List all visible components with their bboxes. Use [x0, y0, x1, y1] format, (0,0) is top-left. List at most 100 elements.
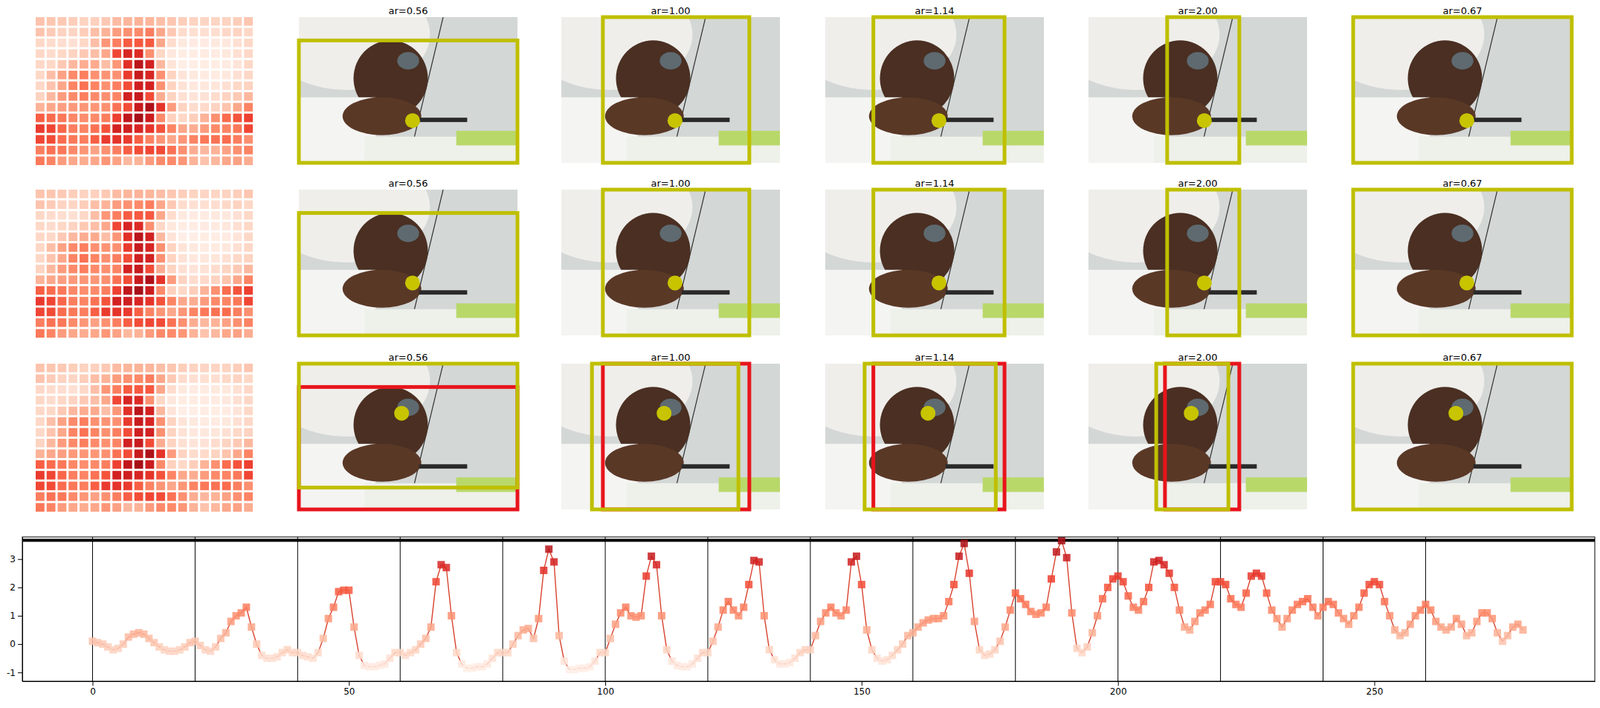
image-panel: ar=1.14: [790, 0, 1044, 163]
heatmap-cell: [156, 470, 166, 480]
heatmap-cell: [57, 135, 67, 145]
segment-divider: [92, 536, 93, 682]
heatmap-cell: [222, 286, 232, 296]
data-marker: [1401, 628, 1409, 637]
heatmap-cell: [144, 92, 154, 102]
heatmap-cell: [144, 113, 154, 123]
heatmap-cell: [156, 27, 166, 37]
heatmap-cell: [123, 232, 133, 242]
heatmap-cell: [90, 406, 100, 416]
heatmap-cell: [156, 492, 166, 502]
image-panel: ar=0.67: [1318, 0, 1572, 163]
heatmap-cell: [46, 307, 56, 317]
heatmap-cell: [222, 307, 232, 317]
heatmap-cell: [134, 17, 144, 27]
focus-point: [1197, 113, 1212, 128]
data-marker: [530, 634, 538, 642]
heatmap-cell: [79, 17, 89, 27]
data-marker: [1375, 580, 1383, 589]
heatmap-cell: [101, 92, 111, 102]
data-marker: [344, 586, 353, 595]
heatmap-cell: [178, 92, 188, 102]
heatmap-cell: [112, 135, 122, 145]
tick-label: -1: [6, 667, 16, 679]
heatmap-cell: [79, 318, 89, 328]
data-marker: [432, 577, 441, 586]
segment-divider: [297, 536, 299, 682]
heatmap-cell: [123, 102, 133, 112]
data-marker: [1098, 594, 1107, 603]
heatmap-cell: [35, 27, 45, 37]
heatmap-cell: [222, 124, 232, 134]
heatmap-cell: [178, 385, 188, 395]
heatmap-cell: [90, 254, 100, 264]
heatmap-cell: [79, 113, 89, 123]
heatmap-cell: [134, 449, 144, 458]
heatmap-cell: [200, 254, 209, 264]
heatmap-cell: [178, 363, 188, 373]
heatmap-cell: [200, 70, 209, 80]
data-marker: [991, 646, 999, 654]
heatmap-cell: [90, 417, 100, 427]
heatmap-cell: [144, 264, 154, 274]
heatmap-cell: [68, 38, 78, 48]
heatmap-cell: [35, 318, 45, 328]
heatmap-cell: [68, 470, 78, 480]
heatmap-cell: [134, 200, 144, 209]
heatmap-cell: [156, 135, 166, 145]
panel-title: ar=0.56: [388, 351, 428, 363]
heatmap-cell: [79, 406, 89, 416]
heatmap: [35, 17, 253, 166]
heatmap-cell: [46, 156, 56, 166]
heatmap-cell: [222, 200, 232, 209]
heatmap-cell: [57, 200, 67, 209]
heatmap-cell: [232, 232, 242, 242]
heatmap-cell: [200, 406, 209, 416]
heatmap-cell: [112, 124, 122, 134]
data-marker: [1052, 547, 1061, 556]
green-stripe: [1510, 303, 1572, 319]
heatmap-cell: [232, 502, 242, 512]
heatmap-cell: [79, 481, 89, 491]
tick: 0: [89, 681, 96, 697]
heatmap-cell: [79, 428, 89, 438]
heatmap-cell: [167, 254, 177, 264]
heatmap-cell: [68, 189, 78, 199]
heatmap-cell: [57, 328, 67, 338]
heatmap-cell: [222, 492, 232, 502]
heatmap-cell: [35, 243, 45, 253]
heatmap-cell: [188, 145, 198, 155]
heatmap-cell: [68, 124, 78, 134]
data-marker: [442, 563, 450, 572]
data-marker: [606, 634, 615, 642]
heatmap-cell: [188, 60, 198, 70]
heatmap-cell: [144, 428, 154, 438]
heatmap-cell: [79, 211, 89, 221]
heatmap-cell: [178, 102, 188, 112]
heatmap-cell: [68, 70, 78, 80]
heatmap-cell: [232, 211, 242, 221]
tick-mark: [1118, 681, 1119, 686]
heatmap-cell: [144, 145, 154, 155]
segment-divider: [809, 536, 811, 682]
heatmap-cell: [188, 124, 198, 134]
heatmap-cell: [232, 27, 242, 37]
focus-point: [405, 275, 421, 290]
heatmap-cell: [188, 27, 198, 37]
panel-title: ar=1.14: [914, 5, 954, 17]
heatmap-cell: [112, 286, 122, 296]
data-marker: [1083, 643, 1091, 651]
heatmap-cell: [178, 481, 188, 491]
heatmap-cell: [134, 221, 144, 231]
heatmap-cell: [178, 449, 188, 458]
heatmap-cell: [243, 428, 253, 438]
data-marker: [1124, 591, 1132, 600]
heatmap-cell: [144, 232, 154, 242]
heatmap-cell: [200, 17, 209, 27]
heatmap-cell: [156, 92, 166, 102]
heatmap-cell: [46, 92, 56, 102]
heatmap-cell: [232, 363, 242, 373]
heatmap-cell: [46, 492, 56, 502]
heatmap-cell: [46, 286, 56, 296]
heatmap-cell: [101, 38, 111, 48]
